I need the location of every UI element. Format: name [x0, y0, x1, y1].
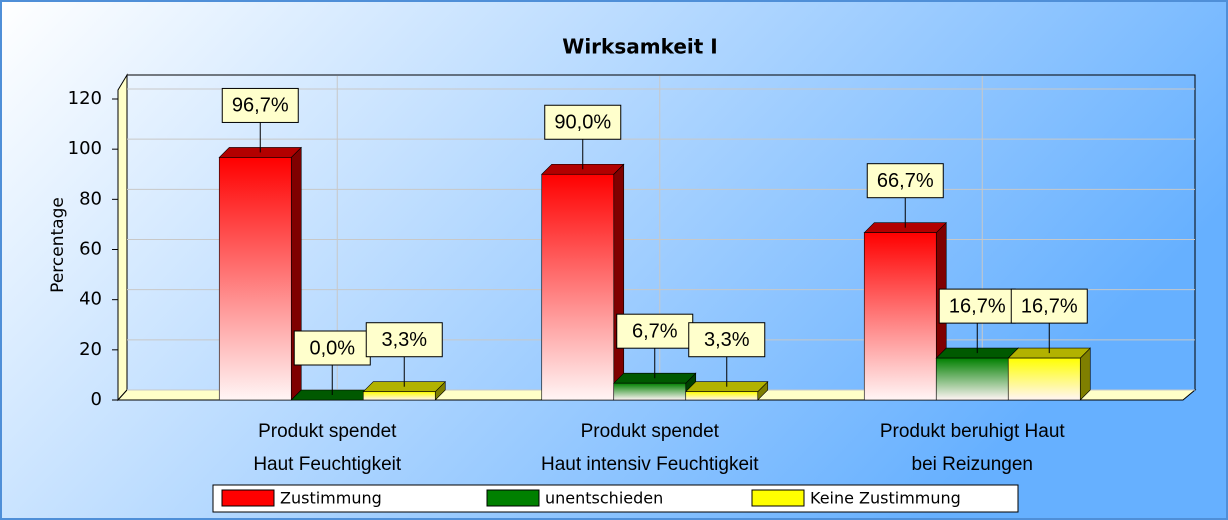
y-tick-label: 80 [79, 188, 102, 209]
bar [541, 173, 615, 401]
x-tick-label: Produkt beruhigt Haut [880, 421, 1066, 442]
value-label-box [866, 163, 944, 199]
legend-swatch [751, 489, 805, 507]
x-tick-label: Haut intensiv Feuchtigkeit [541, 454, 759, 475]
bar [613, 382, 687, 401]
value-label-box [938, 288, 1016, 324]
bar [218, 157, 292, 401]
x-tick-label: Produkt spendet [258, 421, 397, 442]
y-tick-label: 120 [68, 88, 102, 109]
value-label-box [293, 330, 371, 366]
value-label-box [544, 104, 622, 140]
y-tick-label: 0 [91, 389, 102, 410]
value-label-box [688, 322, 766, 358]
bar [935, 357, 1009, 401]
value-label: 90,0% [554, 112, 611, 134]
value-label-box [365, 322, 443, 358]
left-wall [117, 73, 128, 402]
x-tick-label: Haut Feuchtigkeit [253, 454, 402, 475]
y-tick-label: 60 [79, 239, 102, 260]
bar [1007, 357, 1081, 401]
value-label: 0,0% [309, 337, 355, 359]
legend [212, 484, 1019, 513]
x-tick-label: bei Reizungen [912, 454, 1033, 475]
y-axis-label: Percentage [48, 197, 68, 293]
bar-side-shade [757, 381, 768, 400]
y-tick-label: 40 [79, 289, 102, 310]
bar-side-shade [613, 164, 624, 400]
bar [362, 391, 436, 401]
value-label-box [221, 87, 299, 123]
bar [863, 232, 937, 401]
value-label: 96,7% [232, 95, 289, 117]
legend-label: Zustimmung [280, 489, 382, 508]
value-label-box [616, 313, 694, 349]
bar [685, 391, 759, 401]
y-tick-label: 20 [79, 339, 102, 360]
value-label: 6,7% [632, 320, 678, 342]
value-label: 16,7% [949, 295, 1006, 317]
legend-label: unentschieden [545, 489, 663, 508]
legend-label: Keine Zustimmung [810, 489, 961, 508]
value-label: 66,7% [877, 170, 934, 192]
y-tick-label: 100 [68, 138, 102, 159]
x-tick-label: Produkt spendet [581, 421, 720, 442]
value-label: 3,3% [381, 329, 427, 351]
legend-swatch [486, 489, 540, 507]
legend-swatch [221, 489, 275, 507]
bar-side-shade [435, 381, 446, 400]
chart-title: Wirksamkeit I [562, 35, 717, 59]
value-label: 16,7% [1021, 295, 1078, 317]
bar-side-shade [1080, 348, 1091, 400]
value-label: 3,3% [704, 329, 750, 351]
value-label-box [1010, 288, 1088, 324]
